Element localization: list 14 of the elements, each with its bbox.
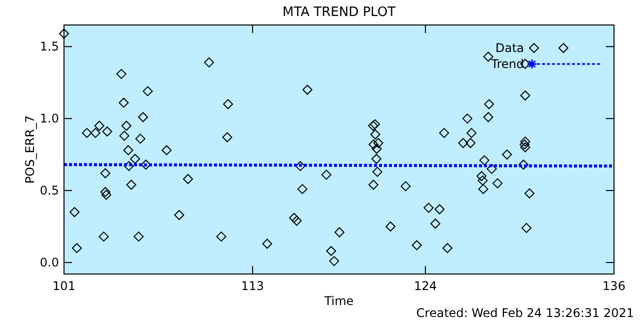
y-axis-title: POS_ERR_7 [23,115,37,184]
chart-title: MTA TREND PLOT [282,5,396,20]
x-tick-label: 124 [414,279,437,293]
x-axis-title: Time [323,294,354,308]
legend-label: Data [495,41,524,55]
x-tick-label: 101 [52,279,76,293]
y-tick-label: 1.0 [40,112,59,126]
y-tick-label: 0.0 [40,255,59,270]
y-tick-label: 1.5 [40,40,59,54]
text: Created: Wed Feb 24 13:26:31 2021 [416,306,634,320]
x-tick-label: 136 [602,279,626,293]
x-tick-label: 113 [241,279,264,293]
legend-label: Trend [490,57,524,71]
y-tick-label: 0.5 [40,184,59,198]
